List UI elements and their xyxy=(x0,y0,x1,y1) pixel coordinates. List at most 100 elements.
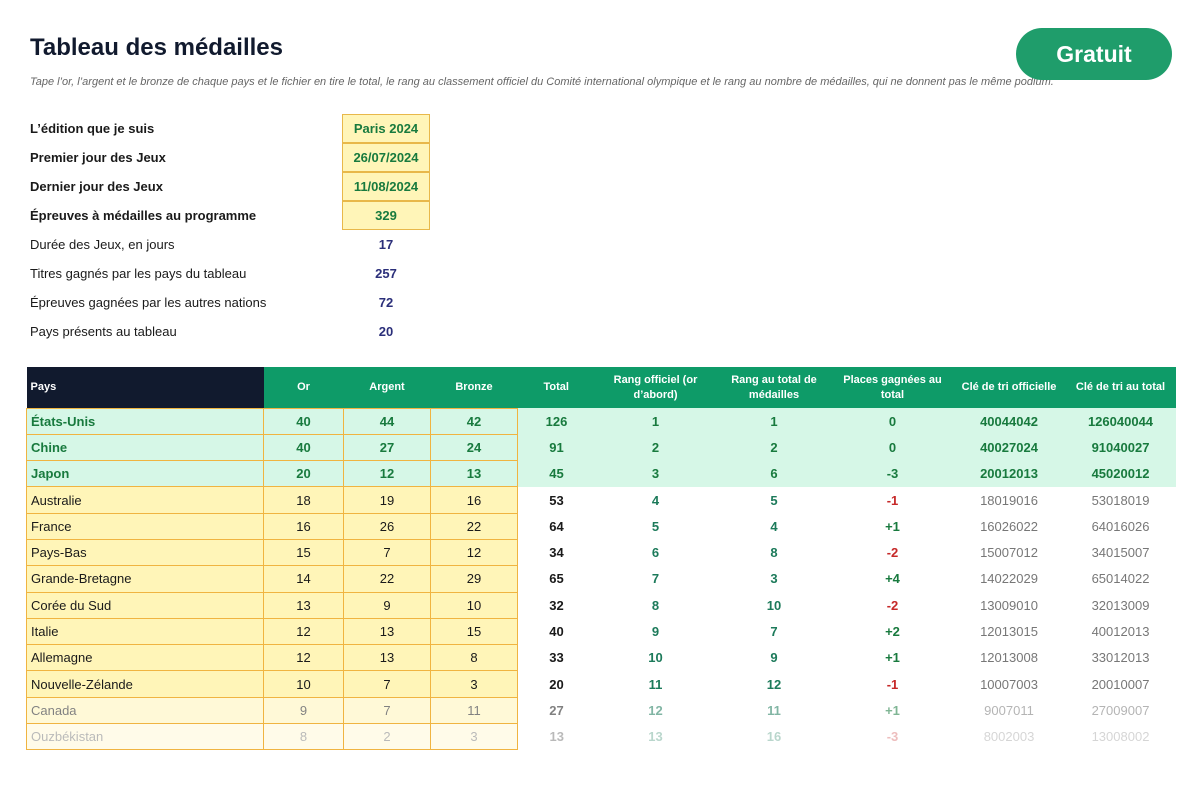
or-cell[interactable]: 15 xyxy=(263,538,344,567)
table-row: Corée du Sud 13 9 10 32 8 10 -2 13009010 32013009 xyxy=(26,591,1176,619)
col-header-pays[interactable]: Pays xyxy=(26,367,264,408)
col-header-rang-officiel[interactable]: Rang officiel (or d’abord) xyxy=(595,367,716,408)
pays-cell[interactable]: Chine xyxy=(26,433,264,462)
argent-cell[interactable]: 2 xyxy=(343,723,431,751)
argent-cell[interactable]: 13 xyxy=(343,644,431,672)
bronze-cell[interactable]: 11 xyxy=(430,696,518,725)
bronze-cell[interactable]: 24 xyxy=(430,433,518,462)
pays-cell[interactable]: France xyxy=(26,512,264,540)
argent-cell[interactable]: 7 xyxy=(343,538,431,567)
gratuit-button[interactable]: Gratuit xyxy=(1016,28,1172,80)
pays-cell[interactable]: Nouvelle-Zélande xyxy=(26,670,264,698)
pays-cell[interactable]: Corée du Sud xyxy=(26,591,264,619)
info-row-events: Épreuves à médailles au programme 329 xyxy=(30,201,450,230)
rang-officiel-cell: 11 xyxy=(648,676,663,692)
table-row: Ouzbékistan 8 2 3 13 13 16 -3 8002003 13008002 xyxy=(26,723,1176,751)
pays-cell[interactable]: États-Unis xyxy=(26,407,264,435)
or-cell[interactable]: 18 xyxy=(263,486,344,514)
cle-total-cell: 27009007 xyxy=(1091,702,1150,718)
last-day-input[interactable]: 11/08/2024 xyxy=(342,172,430,201)
col-header-argent[interactable]: Argent xyxy=(343,367,431,408)
pays-cell[interactable]: Allemagne xyxy=(26,644,264,672)
col-header-cle-officielle[interactable]: Clé de tri officielle xyxy=(952,367,1066,408)
cle-total-cell: 64016026 xyxy=(1091,518,1150,534)
pays-cell[interactable]: Ouzbékistan xyxy=(26,723,264,751)
page-title: Tableau des médailles xyxy=(30,34,283,61)
col-header-places[interactable]: Places gagnées au total xyxy=(832,367,953,408)
argent-cell[interactable]: 27 xyxy=(343,433,431,462)
argent-cell[interactable]: 44 xyxy=(343,407,431,435)
bronze-cell[interactable]: 16 xyxy=(430,486,518,514)
rang-officiel-cell: 4 xyxy=(651,492,660,508)
or-cell[interactable]: 9 xyxy=(263,696,344,725)
or-cell[interactable]: 16 xyxy=(263,512,344,540)
table-row: Australie 18 19 16 53 4 5 -1 18019016 53018019 xyxy=(26,486,1176,514)
info-row-countries: Pays présents au tableau 20 xyxy=(30,317,450,346)
info-label: Dernier jour des Jeux xyxy=(30,179,163,194)
or-cell[interactable]: 20 xyxy=(263,460,344,488)
total-cell: 20 xyxy=(549,676,564,692)
places-cell: +2 xyxy=(885,624,900,640)
bronze-cell[interactable]: 3 xyxy=(430,723,518,751)
or-cell[interactable]: 40 xyxy=(263,407,344,435)
bronze-cell[interactable]: 13 xyxy=(430,460,518,488)
first-day-input[interactable]: 26/07/2024 xyxy=(342,143,430,172)
argent-cell[interactable]: 7 xyxy=(343,696,431,725)
total-cell: 65 xyxy=(549,571,564,587)
col-header-total[interactable]: Total xyxy=(517,367,596,408)
col-header-cle-total[interactable]: Clé de tri au total xyxy=(1065,367,1176,408)
or-cell[interactable]: 12 xyxy=(263,644,344,672)
places-cell: 0 xyxy=(832,434,953,461)
argent-cell[interactable]: 13 xyxy=(343,617,431,646)
col-header-or[interactable]: Or xyxy=(263,367,344,408)
table-row: France 16 26 22 64 5 4 +1 16026022 64016026 xyxy=(26,512,1176,540)
argent-cell[interactable]: 9 xyxy=(343,591,431,619)
bronze-cell[interactable]: 29 xyxy=(430,565,518,593)
cle-total-cell: 40012013 xyxy=(1091,624,1150,640)
places-cell: +1 xyxy=(885,650,900,666)
cle-officielle-cell: 12013008 xyxy=(980,650,1038,666)
cle-total-cell: 65014022 xyxy=(1091,571,1150,587)
bronze-cell[interactable]: 15 xyxy=(430,617,518,646)
bronze-cell[interactable]: 22 xyxy=(430,512,518,540)
pays-cell[interactable]: Pays-Bas xyxy=(26,538,264,567)
col-header-rang-total[interactable]: Rang au total de médailles xyxy=(715,367,833,408)
argent-cell[interactable]: 26 xyxy=(343,512,431,540)
bronze-cell[interactable]: 10 xyxy=(430,591,518,619)
or-cell[interactable]: 10 xyxy=(263,670,344,698)
argent-cell[interactable]: 12 xyxy=(343,460,431,488)
rang-officiel-cell: 12 xyxy=(648,702,663,718)
argent-cell[interactable]: 7 xyxy=(343,670,431,698)
pays-cell[interactable]: Grande-Bretagne xyxy=(26,565,264,593)
or-cell[interactable]: 14 xyxy=(263,565,344,593)
total-cell: 91 xyxy=(517,434,596,461)
events-input[interactable]: 329 xyxy=(342,201,430,230)
col-header-bronze[interactable]: Bronze xyxy=(430,367,518,408)
total-cell: 64 xyxy=(549,518,564,534)
or-cell[interactable]: 13 xyxy=(263,591,344,619)
or-cell[interactable]: 40 xyxy=(263,433,344,462)
rang-officiel-cell: 1 xyxy=(595,408,716,435)
bronze-cell[interactable]: 3 xyxy=(430,670,518,698)
info-label: L’édition que je suis xyxy=(30,121,155,136)
info-row-first-day: Premier jour des Jeux 26/07/2024 xyxy=(30,143,450,172)
cle-officielle-cell: 13009010 xyxy=(980,597,1038,613)
info-row-edition: L’édition que je suis Paris 2024 xyxy=(30,114,450,143)
cle-total-cell: 126040044 xyxy=(1065,408,1176,435)
argent-cell[interactable]: 19 xyxy=(343,486,431,514)
pays-cell[interactable]: Japon xyxy=(26,460,264,488)
total-cell: 53 xyxy=(549,492,564,508)
bronze-cell[interactable]: 12 xyxy=(430,538,518,567)
pays-cell[interactable]: Italie xyxy=(26,617,264,646)
or-cell[interactable]: 8 xyxy=(263,723,344,751)
pays-cell[interactable]: Australie xyxy=(26,486,264,514)
table-row: Canada 9 7 11 27 12 11 +1 9007011 27009007 xyxy=(26,696,1176,725)
bronze-cell[interactable]: 42 xyxy=(430,407,518,435)
page-subtitle: Tape l’or, l’argent et le bronze de chaq… xyxy=(30,76,1054,88)
total-cell: 40 xyxy=(549,624,564,640)
edition-input[interactable]: Paris 2024 xyxy=(342,114,430,143)
or-cell[interactable]: 12 xyxy=(263,617,344,646)
pays-cell[interactable]: Canada xyxy=(26,696,264,725)
bronze-cell[interactable]: 8 xyxy=(430,644,518,672)
argent-cell[interactable]: 22 xyxy=(343,565,431,593)
